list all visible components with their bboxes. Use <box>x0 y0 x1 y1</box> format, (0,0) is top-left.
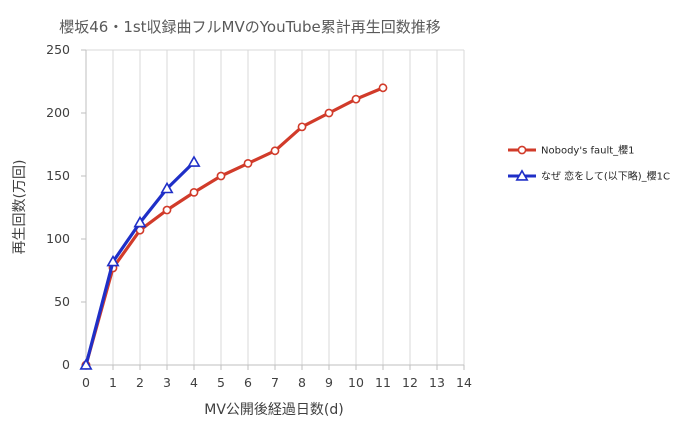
data-point-s0-9 <box>324 108 334 118</box>
data-point-s1-2 <box>133 215 147 228</box>
data-point-s0-5 <box>216 171 226 181</box>
y-tick-label-150: 150 <box>46 168 70 183</box>
y-tick-label-0: 0 <box>62 357 70 372</box>
legend-label-1: なぜ 恋をして(以下略)_櫻1C <box>541 170 670 183</box>
series-0 <box>81 83 388 370</box>
x-tick-label-0: 0 <box>82 375 90 390</box>
legend-item-1: なぜ 恋をして(以下略)_櫻1C <box>508 169 670 183</box>
grid <box>86 49 465 365</box>
x-tick-label-8: 8 <box>298 375 306 390</box>
chart-title: 櫻坂46・1st収録曲フルMVのYouTube累計再生回数推移 <box>59 18 441 36</box>
x-tick-label-6: 6 <box>244 375 252 390</box>
data-point-s1-0 <box>79 358 93 370</box>
x-tick-label-14: 14 <box>456 375 472 390</box>
y-tick-label-50: 50 <box>54 294 70 309</box>
x-tick-label-5: 5 <box>217 375 225 390</box>
x-tick-label-13: 13 <box>429 375 445 390</box>
data-point-s0-3 <box>162 205 172 215</box>
y-tick-label-100: 100 <box>46 231 70 246</box>
series-1 <box>79 155 201 370</box>
data-point-s0-6 <box>243 158 253 168</box>
x-tick-label-11: 11 <box>375 375 391 390</box>
y-tick-labels: 0 50 100 150 200 250 <box>46 42 70 372</box>
x-tick-label-10: 10 <box>348 375 364 390</box>
x-axis-title: MV公開後経過日数(d) <box>204 402 343 418</box>
data-point-s0-4 <box>189 187 199 197</box>
y-axis-title: 再生回数(万回) <box>12 160 28 255</box>
data-point-s0-8 <box>297 122 307 132</box>
y-tick-label-200: 200 <box>46 105 70 120</box>
legend-item-0: Nobody's fault_櫻1 <box>508 144 635 157</box>
data-point-s1-4 <box>187 155 201 167</box>
x-tick-label-7: 7 <box>271 375 279 390</box>
y-tick-label-250: 250 <box>46 42 70 57</box>
x-tick-label-2: 2 <box>136 375 144 390</box>
data-point-s1-3 <box>160 181 174 194</box>
legend-marker-0 <box>517 145 527 155</box>
legend-marker-1 <box>515 169 529 181</box>
x-tick-label-1: 1 <box>109 375 117 390</box>
data-point-s0-11 <box>378 83 388 93</box>
x-tick-labels: 0 1 2 3 4 5 6 7 8 9 10 11 12 13 14 <box>82 375 472 390</box>
x-tick-label-4: 4 <box>190 375 198 390</box>
x-tick-label-12: 12 <box>402 375 418 390</box>
legend: Nobody's fault_櫻1 なぜ 恋をして(以下略)_櫻1C <box>508 144 670 183</box>
x-tick-label-3: 3 <box>163 375 171 390</box>
x-tick-label-9: 9 <box>325 375 333 390</box>
data-point-s1-1 <box>106 254 120 267</box>
legend-label-0: Nobody's fault_櫻1 <box>541 144 635 157</box>
series-group <box>79 83 388 370</box>
series-line-0 <box>84 86 384 366</box>
data-point-s0-7 <box>270 146 280 156</box>
axes <box>81 49 465 370</box>
data-point-s0-10 <box>351 94 361 104</box>
